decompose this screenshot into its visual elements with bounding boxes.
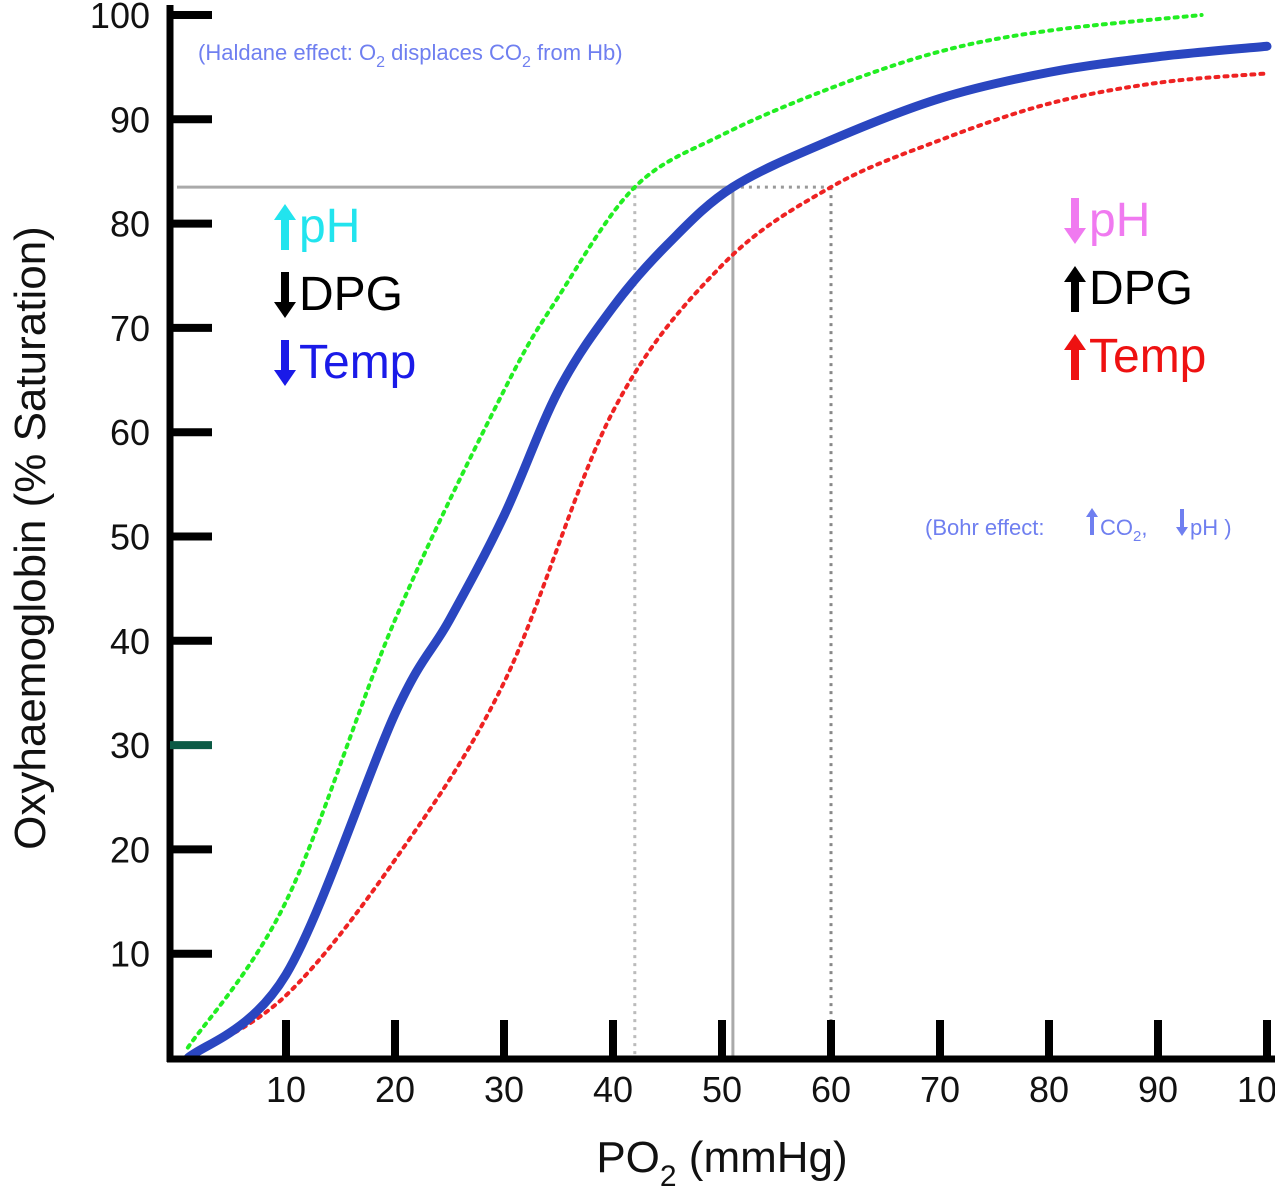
x-tick-label: 90 [1138,1069,1178,1110]
y-tick-label: 10 [110,934,150,975]
factor-label-dpg: DPG [299,268,403,321]
arrow-up-icon [274,204,296,250]
arrow-down-icon [1064,198,1086,244]
svg-text:(Bohr effect:: (Bohr effect: [925,515,1044,540]
factor-label-dpg: DPG [1089,262,1193,315]
y-tick-label: 40 [110,621,150,662]
x-tick-label: 30 [484,1069,524,1110]
x-tick-label: 100 [1237,1069,1275,1110]
y-tick-label: 70 [110,308,150,349]
arrow-down-icon [1176,509,1188,536]
y-tick-label: 80 [110,204,150,245]
x-tick-label: 20 [375,1069,415,1110]
factor-label-temp: Temp [299,336,416,389]
y-tick-label: 90 [110,99,150,140]
reference-lines [177,185,833,1058]
right-shift-factors: pH DPG Temp [1064,194,1206,383]
bohr-annotation: (Bohr effect: CO2, pH ) [925,508,1232,545]
factor-label-ph: pH [1089,194,1150,247]
arrow-up-icon [1064,334,1086,380]
arrow-up-icon [1064,266,1086,312]
x-tick-label: 10 [266,1069,306,1110]
y-tick-label: 100 [90,0,150,36]
x-tick-label: 70 [920,1069,960,1110]
x-tick-label: 60 [811,1069,851,1110]
x-tick-label: 40 [593,1069,633,1110]
factor-label-ph: pH [299,200,360,253]
x-tick-label: 80 [1029,1069,1069,1110]
ticks: 10 20 30 40 50 60 70 80 90 100 10 20 30 40 50 60 70 80 90 1… [90,0,1275,1110]
left-shift-curve [185,13,1204,1050]
x-axis-label: PO2 (mmHg) [596,1133,847,1193]
y-tick-label: 50 [110,517,150,558]
normal-curve [183,41,1272,1063]
arrow-down-icon [274,272,296,318]
x-tick-label: 50 [702,1069,742,1110]
curves [183,13,1272,1063]
y-tick-label: 20 [110,829,150,870]
haldane-annotation: (Haldane effect: O2 displaces CO2 from H… [198,40,623,71]
svg-text:CO2,: CO2, [1100,515,1147,545]
arrow-up-icon [1086,508,1098,535]
y-tick-label: 30 [110,725,150,766]
svg-text:pH ): pH ) [1190,515,1232,540]
y-tick-label: 60 [110,412,150,453]
right-shift-curve [185,71,1269,1060]
y-axis-label: Oxyhaemoglobin (% Saturation) [6,226,55,850]
arrow-down-icon [274,340,296,386]
factor-label-temp: Temp [1089,330,1206,383]
left-shift-factors: pH DPG Temp [274,200,416,389]
